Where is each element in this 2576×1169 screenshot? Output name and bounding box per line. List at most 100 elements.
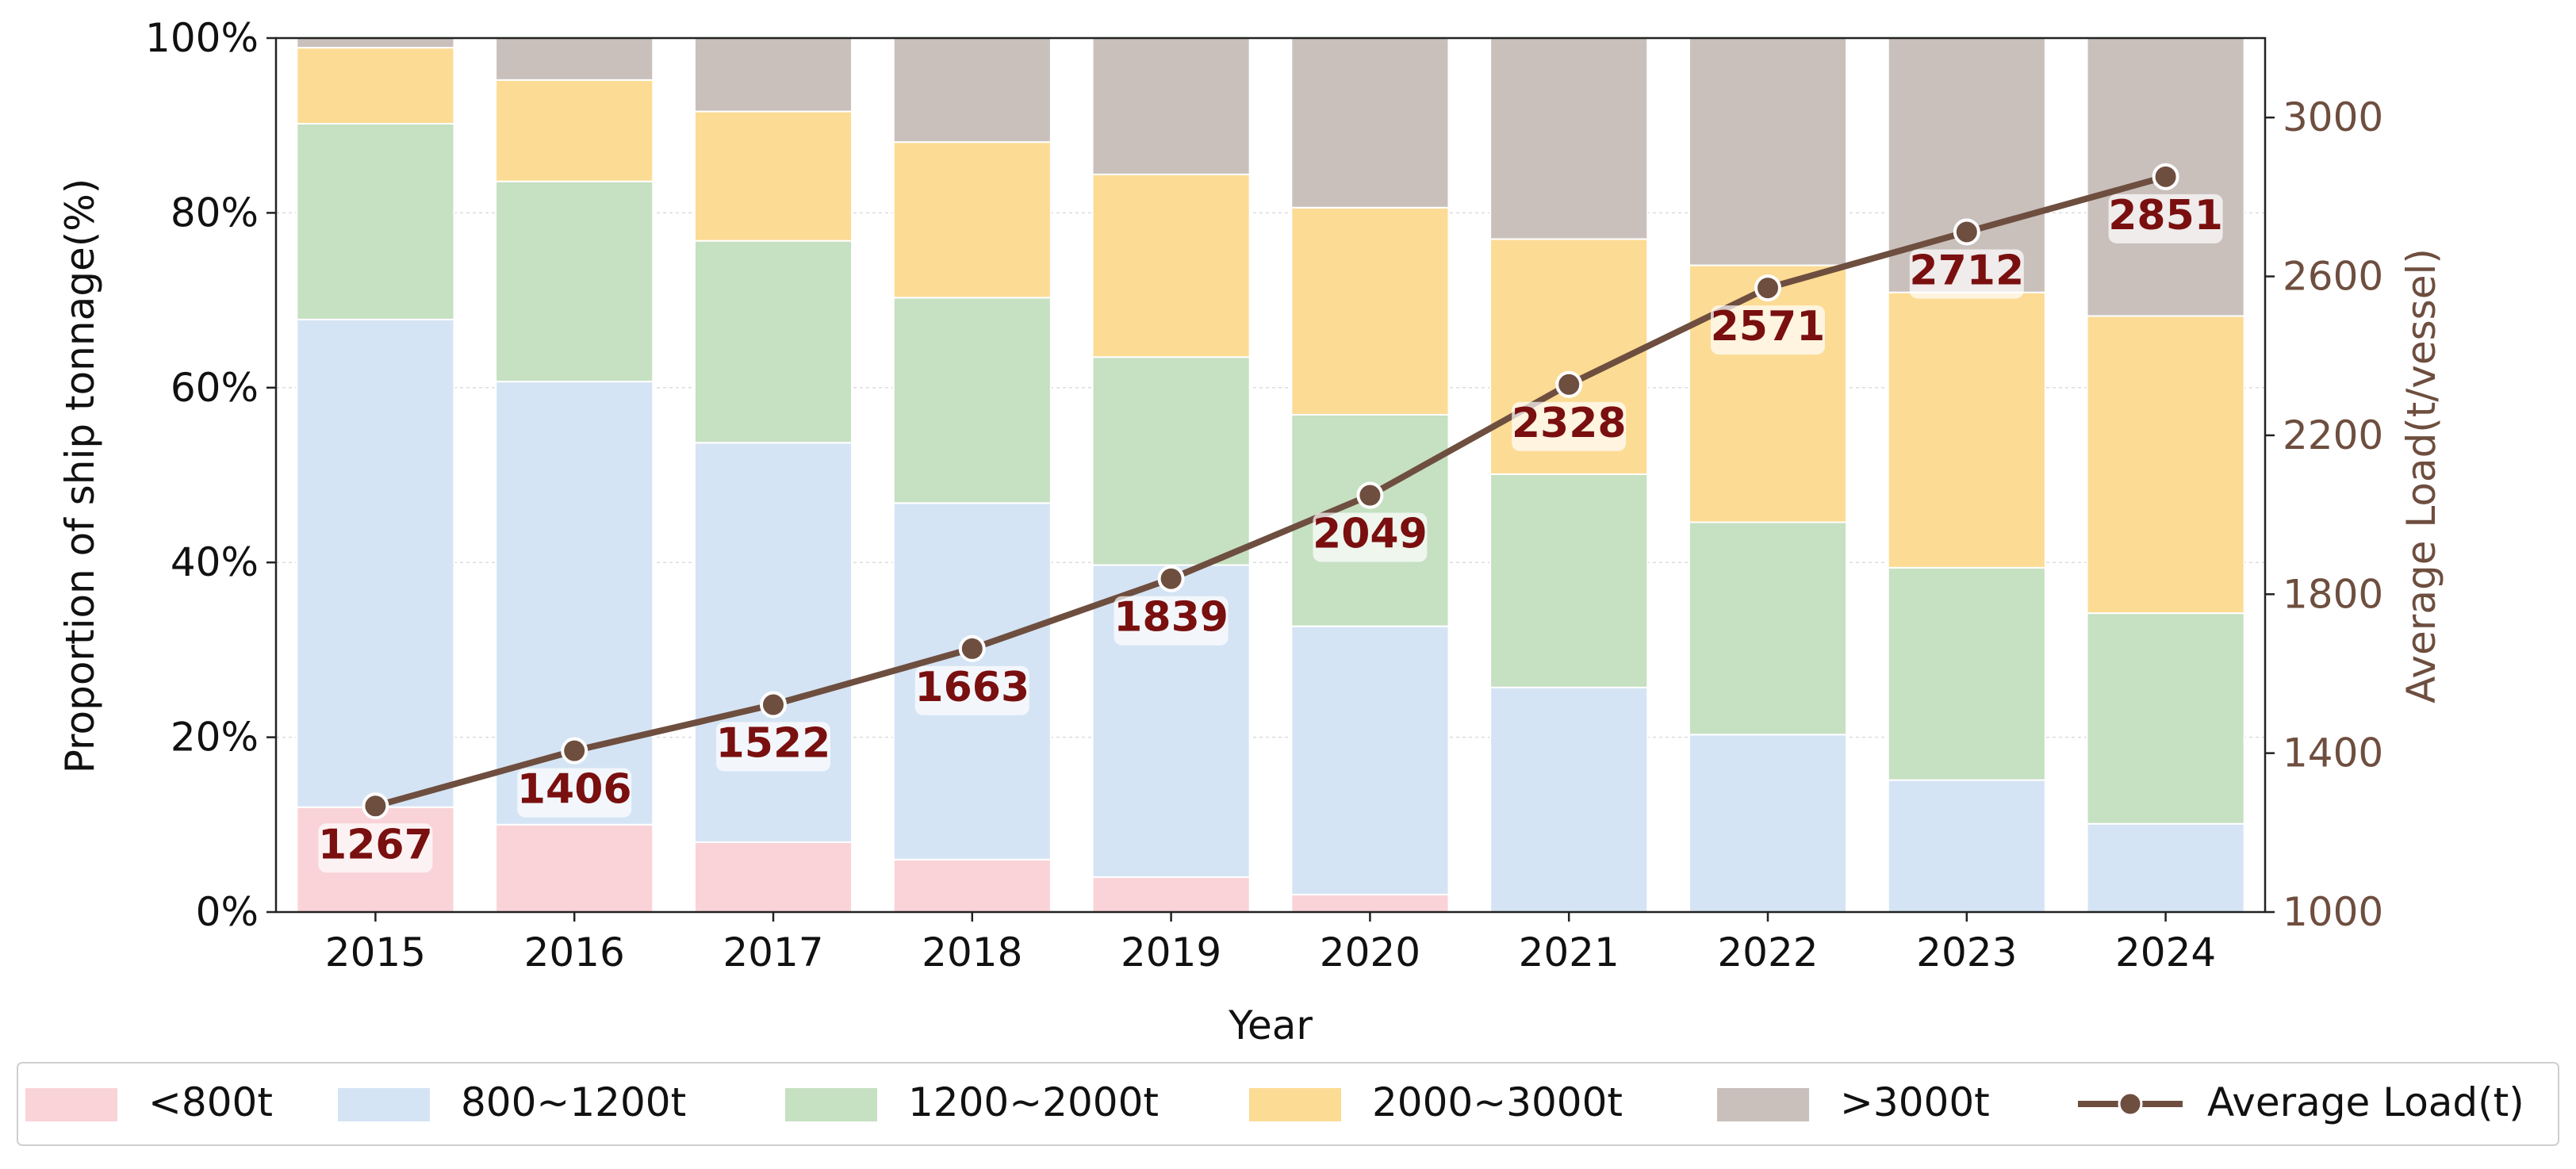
average-load-line: 1267 1406 1522 1663 1839 2049 2328 2571 2712 2851 <box>318 163 2223 873</box>
data-label: 2851 <box>2108 192 2223 240</box>
bar-segment <box>1489 37 1649 240</box>
x-tick-label: 2023 <box>1916 929 2017 975</box>
data-label-box <box>517 768 632 818</box>
bar-segment <box>1290 893 1450 913</box>
x-tick-label: 2018 <box>922 929 1022 975</box>
bar-segment <box>1489 686 1649 913</box>
x-tick-label: 2021 <box>1519 929 1620 975</box>
data-label: 1522 <box>716 720 831 768</box>
data-label: 1839 <box>1114 594 1229 642</box>
bar-segment <box>296 318 455 808</box>
legend-swatch <box>338 1088 430 1121</box>
x-tick-label: 2022 <box>1717 929 1818 975</box>
bar-segment <box>1887 291 2046 569</box>
data-label-box <box>914 665 1029 715</box>
data-label-box <box>1313 512 1428 562</box>
bar-segment <box>495 180 654 383</box>
data-label-box <box>716 722 830 772</box>
legend-swatch <box>1249 1088 1341 1121</box>
x-tick-label: 2019 <box>1121 929 1221 975</box>
legend: <800t 800~1200t 1200~2000t 2000~3000t >3000t… <box>17 1062 2559 1146</box>
bar-segment <box>1489 473 1649 688</box>
x-axis-title: Year <box>1228 1002 1313 1048</box>
data-label: 1663 <box>914 664 1029 711</box>
data-label-box <box>1909 249 2024 299</box>
bar-segment <box>1887 779 2046 914</box>
y-tick-label-right: 3000 <box>2283 94 2383 140</box>
y-tick-label-left: 40% <box>171 539 259 585</box>
line-point <box>1157 565 1185 592</box>
data-label-box <box>318 823 433 873</box>
legend-label: Average Load(t) <box>2207 1079 2524 1125</box>
bar-segment <box>1688 734 1848 913</box>
bar-segment <box>1290 625 1450 895</box>
bar-segment <box>2086 822 2245 913</box>
line-point <box>1356 481 1384 509</box>
bar-segment <box>892 37 1052 144</box>
y-tick-label-left: 20% <box>171 715 259 761</box>
x-tick-label: 2015 <box>325 929 426 975</box>
line-point <box>362 792 389 820</box>
data-label-box <box>1512 401 1627 451</box>
legend-swatch <box>785 1088 877 1121</box>
data-label: 2712 <box>1909 247 2024 294</box>
legend-label: >3000t <box>1840 1079 1990 1125</box>
data-label: 1267 <box>318 821 433 868</box>
bar-segment <box>892 141 1052 299</box>
bar-segment <box>1290 37 1450 209</box>
y-tick-label-left: 0% <box>196 889 259 935</box>
plot-frame <box>274 36 2267 914</box>
y-tick-label-left: 60% <box>171 365 259 411</box>
y-tick-label-right: 2600 <box>2283 254 2383 300</box>
bar-segment <box>296 47 455 125</box>
legend-swatch <box>25 1088 117 1121</box>
bar-segment <box>1290 206 1450 416</box>
line-point <box>1953 218 1980 246</box>
y-tick-label-right: 1800 <box>2283 571 2383 617</box>
line-point <box>2152 163 2179 190</box>
bar-segment <box>495 37 654 81</box>
bar-segment <box>495 79 654 182</box>
legend-label: 800~1200t <box>461 1079 686 1125</box>
legend-label: 1200~2000t <box>908 1079 1159 1125</box>
data-label: 2571 <box>1711 303 1826 351</box>
y-tick-label-left: 100% <box>145 15 259 61</box>
x-tick-label: 2017 <box>723 929 823 975</box>
bar-segment <box>1887 566 2046 781</box>
legend-label: 2000~3000t <box>1372 1079 1623 1125</box>
y-tick-label-right: 1400 <box>2283 730 2383 776</box>
y-tick-label-right: 1000 <box>2283 889 2383 935</box>
data-label-box <box>1114 596 1229 646</box>
x-tick-label: 2024 <box>2115 929 2216 975</box>
data-label: 2328 <box>1512 400 1627 447</box>
x-tick-label: 2020 <box>1320 929 1420 975</box>
data-label-box <box>2108 194 2223 243</box>
bar-segment <box>1091 173 1251 358</box>
bar-segment <box>1091 876 1251 914</box>
legend-label: <800t <box>148 1079 273 1125</box>
average-load-polyline <box>372 173 2169 810</box>
line-point <box>958 634 986 662</box>
bar-segment <box>892 297 1052 504</box>
bar-segment <box>2086 315 2245 615</box>
data-label: 2049 <box>1313 511 1428 558</box>
data-label-box <box>1711 305 1825 355</box>
bar-segment <box>1091 356 1251 566</box>
legend-line-marker <box>2118 1091 2143 1117</box>
bar-segment <box>892 858 1052 914</box>
line-point <box>760 691 787 719</box>
bar-segment <box>1688 37 1848 266</box>
y-axis-title-right: Average Load(t/vessel) <box>2398 248 2444 703</box>
line-point <box>1754 274 1781 302</box>
line-point <box>1555 370 1583 398</box>
bar-segment <box>296 37 455 49</box>
bar-segment <box>693 841 853 913</box>
y-tick-label-right: 2200 <box>2283 412 2383 458</box>
bar-segment <box>495 823 654 914</box>
x-tick-label: 2016 <box>524 929 625 975</box>
bar-segment <box>693 240 853 444</box>
y-tick-label-left: 80% <box>171 190 259 236</box>
axes: 0% 20% 40% 60% 80% 100% 1000 1400 1800 2200 2600 30… <box>145 15 2383 975</box>
legend-swatch <box>1717 1088 1809 1121</box>
